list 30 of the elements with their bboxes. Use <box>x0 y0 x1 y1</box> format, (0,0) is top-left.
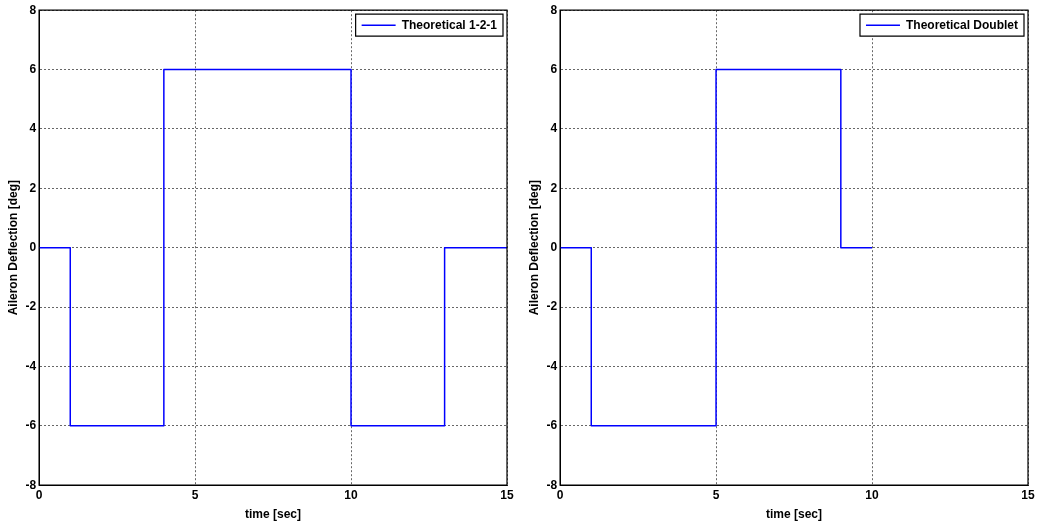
y-tick-label: -6 <box>546 418 558 433</box>
y-tick-label: 6 <box>550 61 558 76</box>
y-axis-title: Aileron Deflection [deg] <box>526 180 541 316</box>
y-tick-label: 0 <box>550 240 558 255</box>
y-tick-label: -2 <box>25 299 37 314</box>
x-axis-title: time [sec] <box>766 507 823 522</box>
y-tick-label: -6 <box>25 418 37 433</box>
y-axis-title: Aileron Deflection [deg] <box>5 180 20 316</box>
x-axis-title: time [sec] <box>245 507 302 522</box>
y-tick-label: -4 <box>546 358 558 373</box>
y-tick-label: 4 <box>29 121 37 136</box>
x-tick-label: 5 <box>191 487 199 502</box>
y-tick-label: 4 <box>550 121 558 136</box>
y-tick-label: -4 <box>25 358 37 373</box>
y-tick-label: 0 <box>29 240 37 255</box>
y-tick-label: -2 <box>546 299 558 314</box>
legend-label: Theoretical 1-2-1 <box>401 17 498 32</box>
x-tick-label: 5 <box>712 487 720 502</box>
legend-label: Theoretical Doublet <box>905 17 1018 32</box>
y-tick-label: -8 <box>25 477 37 492</box>
y-tick-label: 2 <box>550 180 558 195</box>
y-tick-label: 6 <box>29 61 37 76</box>
x-tick-label: 10 <box>865 487 880 502</box>
y-tick-label: -8 <box>546 477 558 492</box>
x-tick-label: 15 <box>1021 487 1035 502</box>
x-tick-label: 15 <box>500 487 514 502</box>
y-tick-label: 8 <box>29 2 37 17</box>
x-tick-label: 10 <box>344 487 359 502</box>
y-tick-label: 8 <box>550 2 558 17</box>
y-tick-label: 2 <box>29 180 37 195</box>
